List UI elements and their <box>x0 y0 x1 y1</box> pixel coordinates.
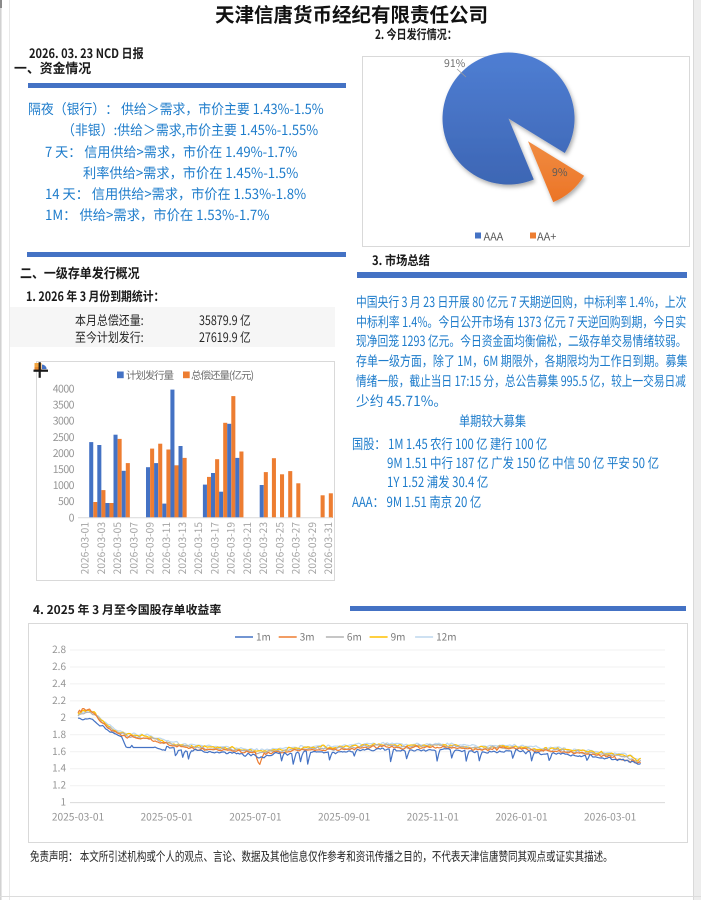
svg-text:2026-03-11: 2026-03-11 <box>158 522 173 574</box>
svg-text:3500: 3500 <box>53 398 75 413</box>
svg-text:2026-03-21: 2026-03-21 <box>239 522 254 574</box>
svg-text:9m: 9m <box>391 629 406 644</box>
svg-text:2026-03-05: 2026-03-05 <box>109 522 124 575</box>
svg-text:6m: 6m <box>347 629 362 644</box>
svg-text:2.4: 2.4 <box>52 675 66 690</box>
svg-text:1.2: 1.2 <box>52 777 66 792</box>
svg-text:2: 2 <box>60 709 66 724</box>
svg-text:0: 0 <box>69 510 75 525</box>
svg-text:2000: 2000 <box>53 446 75 461</box>
svg-text:1.4: 1.4 <box>52 760 66 775</box>
svg-text:2026-03-19: 2026-03-19 <box>223 522 238 575</box>
svg-text:2026-03-01: 2026-03-01 <box>77 522 92 574</box>
svg-text:总偿还量(亿元): 总偿还量(亿元) <box>191 368 254 383</box>
svg-text:2026-03-27: 2026-03-27 <box>288 522 303 575</box>
svg-text:3000: 3000 <box>53 414 75 429</box>
svg-text:2026-03-31: 2026-03-31 <box>320 522 335 574</box>
svg-text:2026-03-25: 2026-03-25 <box>271 522 286 575</box>
svg-text:2500: 2500 <box>53 430 75 445</box>
svg-text:3m: 3m <box>300 629 315 644</box>
svg-text:2026-03-13: 2026-03-13 <box>174 522 189 575</box>
svg-text:2025-05-01: 2025-05-01 <box>141 809 193 824</box>
svg-text:12m: 12m <box>436 629 456 644</box>
svg-text:2025-09-01: 2025-09-01 <box>318 809 370 824</box>
svg-text:500: 500 <box>58 494 75 509</box>
svg-text:2026-03-09: 2026-03-09 <box>142 522 157 575</box>
svg-text:2025-03-01: 2025-03-01 <box>52 809 104 824</box>
svg-text:2.6: 2.6 <box>52 658 66 673</box>
svg-text:1.6: 1.6 <box>52 743 66 758</box>
svg-text:2026-03-03: 2026-03-03 <box>93 522 108 575</box>
svg-text:2026-03-07: 2026-03-07 <box>125 522 140 575</box>
svg-text:2026-03-23: 2026-03-23 <box>255 522 270 575</box>
svg-text:AA+: AA+ <box>537 229 556 245</box>
svg-text:1500: 1500 <box>53 462 75 477</box>
svg-text:2.8: 2.8 <box>52 641 66 656</box>
svg-text:1: 1 <box>60 794 66 809</box>
svg-text:AAA: AAA <box>484 229 504 245</box>
svg-text:1m: 1m <box>256 629 271 644</box>
svg-text:91%: 91% <box>444 56 466 71</box>
svg-text:2025-07-01: 2025-07-01 <box>229 809 281 824</box>
svg-text:4000: 4000 <box>53 382 75 397</box>
svg-text:1.8: 1.8 <box>52 726 66 741</box>
svg-text:2026-01-01: 2026-01-01 <box>495 809 547 824</box>
svg-text:2026-03-01: 2026-03-01 <box>584 809 636 824</box>
svg-text:2026-03-17: 2026-03-17 <box>207 522 222 575</box>
svg-text:计划发行量: 计划发行量 <box>126 368 175 383</box>
svg-text:2026-03-15: 2026-03-15 <box>190 522 205 575</box>
svg-text:9%: 9% <box>552 165 568 180</box>
svg-text:2.2: 2.2 <box>52 692 66 707</box>
svg-text:1000: 1000 <box>53 478 75 493</box>
svg-text:2026-03-29: 2026-03-29 <box>304 522 319 575</box>
svg-text:2025-11-01: 2025-11-01 <box>407 809 459 824</box>
